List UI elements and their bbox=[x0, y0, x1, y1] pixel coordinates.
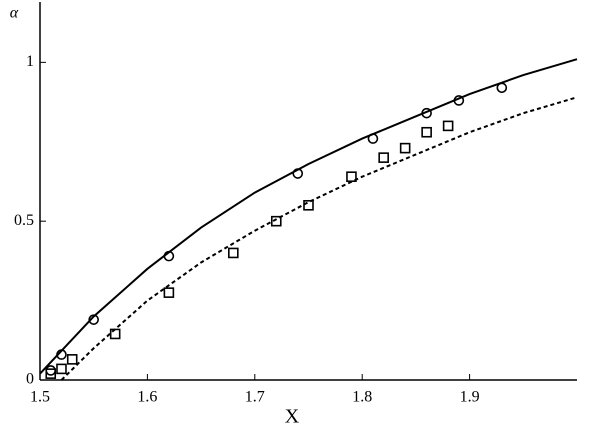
x-tick-label: 1.8 bbox=[352, 389, 372, 406]
square-marker bbox=[163, 287, 175, 298]
circle-marker bbox=[367, 133, 379, 144]
square-marker bbox=[228, 247, 239, 259]
x-axis-label: X bbox=[285, 406, 300, 428]
x-tick-label: 1.6 bbox=[137, 389, 157, 406]
circle-marker bbox=[45, 365, 57, 376]
circle-marker bbox=[292, 168, 304, 179]
y-tick-label: 0.5 bbox=[14, 212, 34, 229]
curve bbox=[39, 58, 578, 375]
x-tick-label: 1.9 bbox=[460, 389, 480, 406]
square-marker bbox=[270, 215, 282, 227]
x-tick-label: 1.5 bbox=[30, 389, 50, 406]
y-axis-label: α bbox=[10, 5, 19, 22]
square-marker bbox=[303, 199, 314, 211]
square-marker bbox=[346, 171, 357, 183]
square-marker bbox=[399, 142, 411, 154]
square-marker bbox=[56, 363, 67, 375]
square-marker bbox=[378, 152, 389, 163]
circle-marker bbox=[56, 349, 67, 360]
circle-marker bbox=[453, 95, 465, 106]
circle-marker bbox=[496, 82, 508, 94]
square-marker bbox=[421, 126, 432, 138]
x-tick-label: 1.7 bbox=[245, 389, 265, 406]
y-tick-label: 1 bbox=[26, 53, 34, 70]
square-marker bbox=[66, 354, 78, 365]
square-marker bbox=[109, 328, 121, 340]
square-marker bbox=[442, 120, 454, 132]
square-marker bbox=[45, 368, 57, 379]
circle-marker bbox=[421, 107, 432, 119]
y-tick-label: 0 bbox=[26, 371, 34, 388]
curve bbox=[60, 96, 578, 381]
circle-marker bbox=[88, 314, 99, 325]
circle-marker bbox=[163, 250, 175, 262]
